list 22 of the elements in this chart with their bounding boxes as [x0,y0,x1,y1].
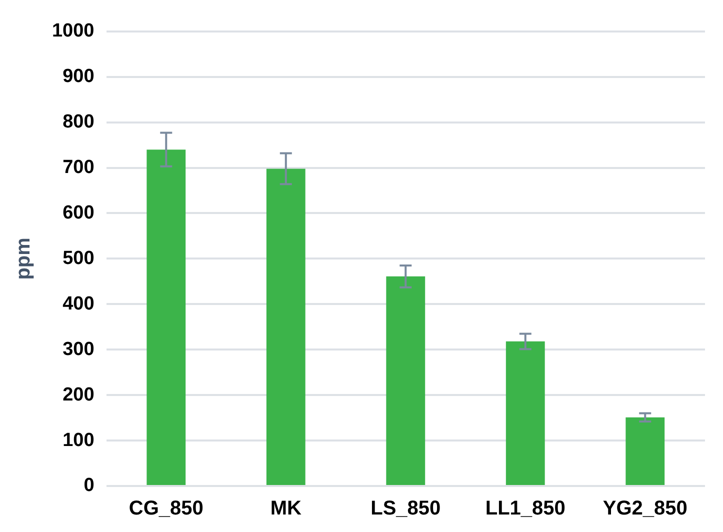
bar [626,417,665,485]
x-tick-label: YG2_850 [602,498,688,520]
y-tick-label: 200 [62,384,94,406]
bar [386,276,426,485]
y-tick-label: 600 [62,202,94,224]
y-tick-label: 100 [62,430,94,451]
y-tick-label: 400 [62,293,94,314]
x-tick-label: MK [270,498,302,520]
y-tick-label: 700 [62,157,94,178]
y-tick-label: 0 [84,475,94,496]
y-tick-label: 500 [62,248,94,269]
y-tick-label: 900 [62,66,94,88]
y-axis-title: ppm [12,238,35,280]
y-tick-label: 1000 [52,20,94,42]
bar [266,168,306,485]
x-tick-label: LS_850 [370,498,441,520]
x-tick-label: LL1_850 [485,498,566,520]
y-tick-label: 300 [62,338,94,360]
bar [506,341,545,485]
x-tick-label: CG_850 [128,498,204,520]
y-tick-label: 800 [62,112,94,133]
bar [146,150,186,485]
